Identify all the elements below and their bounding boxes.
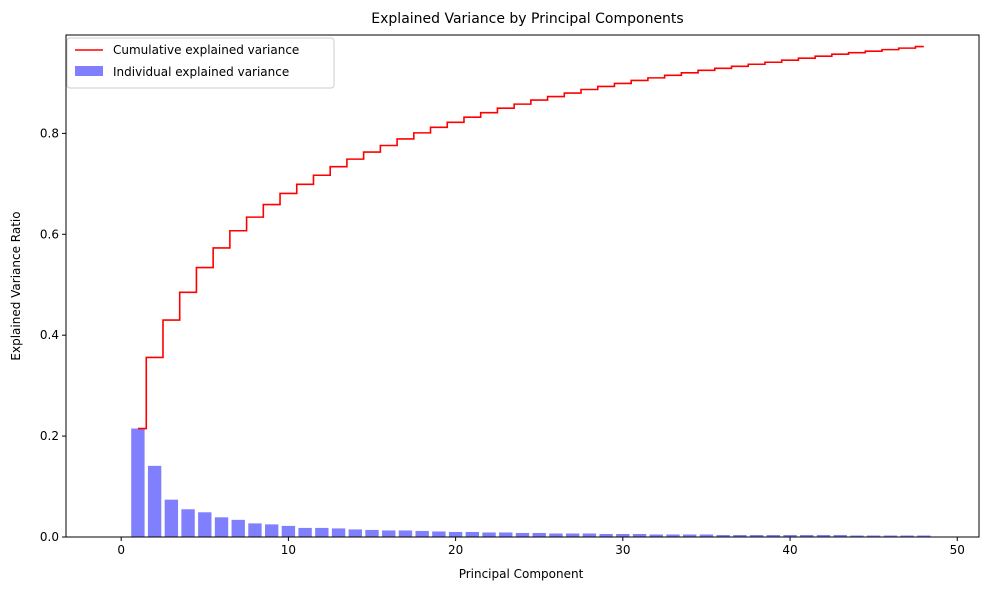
bar-individual-pc17 [398,530,413,537]
bar-individual-pc45 [866,535,881,537]
bar-individual-pc30 [616,533,630,537]
x-tick-label: 10 [281,543,296,557]
bar-individual-pc46 [883,535,898,537]
bar-individual-pc38 [749,534,764,537]
bar-individual-pc35 [699,534,714,537]
bar-individual-pc24 [515,532,530,537]
bar-individual-pc18 [415,530,429,537]
bar-individual-pc34 [683,534,697,537]
legend-box [66,37,335,89]
bar-individual-pc25 [532,532,546,537]
bar-individual-pc14 [348,529,362,537]
chart-title: Explained Variance by Principal Componen… [371,11,683,27]
y-tick-label: 0.8 [40,126,59,140]
y-axis-ticks: 0.0 0.2 0.4 0.6 0.8 [40,126,66,544]
bar-individual-pc26 [549,533,563,537]
bar-individual-pc11 [298,527,312,537]
bar-individual-pc37 [733,534,747,537]
x-tick-label: 40 [782,543,797,557]
bar-individual-pc43 [833,534,847,537]
y-tick-label: 0.4 [40,328,59,342]
bar-individual-pc19 [432,531,446,537]
x-tick-label: 20 [448,543,463,557]
bar-individual-pc29 [599,533,613,537]
legend-swatch-individual [75,66,103,76]
bar-individual-pc21 [465,531,480,537]
bar-individual-pc32 [649,534,663,537]
y-tick-label: 0.0 [40,530,59,544]
bar-individual-pc31 [632,533,647,537]
bar-individual-pc12 [315,527,329,537]
bar-individual-pc16 [382,530,396,537]
legend-label-cumulative: Cumulative explained variance [113,43,299,57]
y-tick-label: 0.6 [40,227,59,241]
legend-label-individual: Individual explained variance [113,65,289,79]
plot-frame [65,34,980,538]
bar-individual-pc39 [766,534,781,537]
x-tick-label: 0 [117,543,125,557]
cumulative-variance-line [137,45,924,430]
x-axis-ticks: 0 10 20 30 40 50 [117,537,965,557]
bar-individual-pc47 [900,535,914,537]
bar-individual-pc4 [181,509,195,537]
bar-individual-pc13 [331,528,346,537]
x-tick-label: 50 [950,543,965,557]
bar-individual-pc7 [231,519,245,537]
bar-individual-pc42 [816,534,831,537]
bar-individual-pc15 [365,529,379,537]
bar-individual-pc33 [666,534,680,537]
bar-individual-pc20 [448,531,463,537]
bar-individual-pc9 [264,524,279,537]
bar-individual-pc10 [281,525,296,537]
plot-area [131,45,931,537]
bar-individual-pc40 [783,534,797,537]
bar-individual-pc5 [198,512,212,537]
y-axis-label: Explained Variance Ratio [9,211,23,360]
y-tick-label: 0.2 [40,429,59,443]
bar-individual-pc23 [499,532,513,537]
bar-individual-pc48 [917,535,931,537]
bar-individual-pc6 [214,517,229,537]
bar-individual-pc1 [131,428,145,537]
bar-individual-pc44 [850,535,864,537]
bar-individual-pc3 [164,499,179,537]
x-axis-label: Principal Component [459,567,584,581]
x-tick-label: 30 [615,543,630,557]
bar-individual-pc8 [248,523,262,537]
legend: Cumulative explained variance Individual… [66,37,335,89]
bar-individual-pc36 [716,534,730,537]
bar-individual-pc22 [482,532,496,537]
bar-individual-pc28 [582,533,597,537]
bar-individual-pc41 [800,534,814,537]
bar-individual-pc2 [147,465,162,537]
bar-individual-pc27 [565,533,580,537]
